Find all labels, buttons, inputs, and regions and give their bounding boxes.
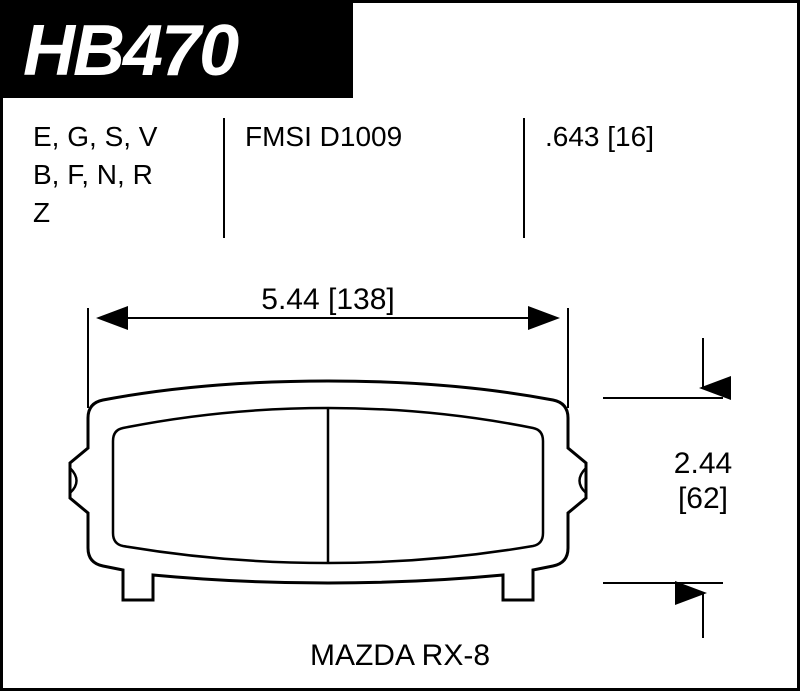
spec-row: E, G, S, V B, F, N, R Z FMSI D1009 .643 … — [33, 118, 767, 238]
height-dim-line2: [62] — [678, 482, 728, 515]
vehicle-label: MAZDA RX-8 — [3, 639, 797, 673]
thickness-spec: .643 [16] — [523, 118, 767, 238]
code-line: B, F, N, R — [33, 156, 223, 194]
brake-pad-diagram: 5.44 [138] 2.44 [62] — [3, 263, 800, 643]
fmsi-value: FMSI D1009 — [245, 121, 402, 152]
thickness-value: .643 [16] — [545, 121, 654, 152]
header-bar: HB470 — [3, 3, 353, 98]
fmsi-code: FMSI D1009 — [223, 118, 523, 238]
width-dim-label: 5.44 [138] — [261, 283, 394, 316]
height-dim-line1: 2.44 — [674, 447, 732, 480]
part-number: HB470 — [23, 10, 237, 92]
code-line: Z — [33, 194, 223, 232]
code-line: E, G, S, V — [33, 118, 223, 156]
outer-frame: HB470 E, G, S, V B, F, N, R Z FMSI D1009… — [0, 0, 800, 691]
compound-codes: E, G, S, V B, F, N, R Z — [33, 118, 223, 238]
